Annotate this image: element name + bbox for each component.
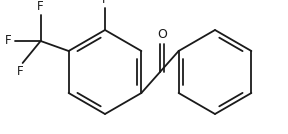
Text: F: F [37, 0, 44, 13]
Text: F: F [102, 0, 108, 6]
Text: O: O [157, 28, 167, 41]
Text: F: F [17, 65, 24, 78]
Text: F: F [5, 34, 12, 47]
